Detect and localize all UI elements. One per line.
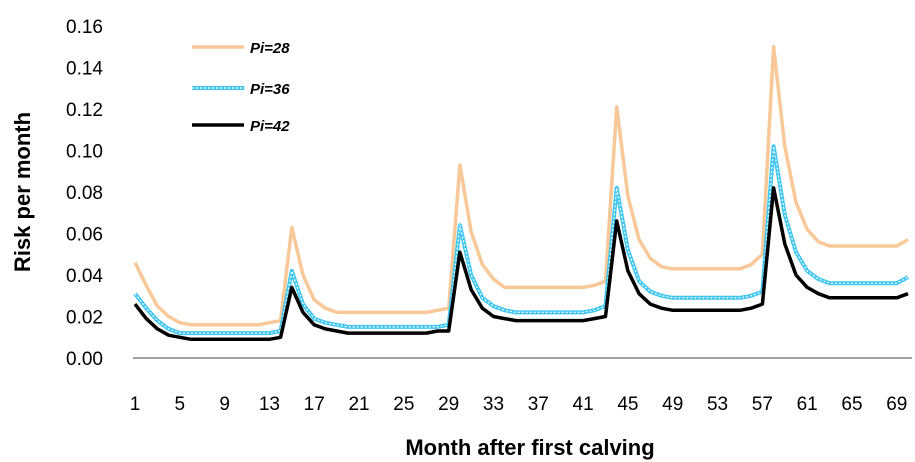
- y-tick-label: 0.12: [66, 100, 103, 121]
- x-tick-label: 13: [259, 394, 280, 415]
- x-tick-label: 5: [175, 394, 186, 415]
- y-tick-label: 0.06: [66, 225, 103, 246]
- y-axis-ticks: 0.00 0.02 0.04 0.06 0.08 0.10 0.12 0.14 0.16: [66, 17, 103, 370]
- x-tick-label: 41: [573, 394, 594, 415]
- y-tick-label: 0.10: [66, 142, 103, 163]
- x-tick-label: 33: [483, 394, 504, 415]
- series-line-pi36-dots: [134, 145, 909, 334]
- legend: Pi=28 Pi=36 Pi=42: [192, 40, 290, 135]
- x-tick-label: 37: [528, 394, 549, 415]
- y-tick-label: 0.02: [66, 308, 103, 329]
- x-tick-label: 45: [617, 394, 638, 415]
- x-tick-label: 57: [752, 394, 773, 415]
- y-tick-label: 0.14: [66, 59, 103, 80]
- x-tick-label: 61: [797, 394, 818, 415]
- x-axis-title: Month after first calving: [405, 435, 654, 460]
- x-tick-label: 65: [841, 394, 862, 415]
- legend-label: Pi=36: [250, 81, 290, 98]
- x-tick-label: 53: [707, 394, 728, 415]
- y-tick-label: 0.00: [66, 349, 103, 370]
- y-tick-label: 0.04: [66, 266, 103, 287]
- x-tick-label: 29: [438, 394, 459, 415]
- y-tick-label: 0.08: [66, 183, 103, 204]
- x-tick-label: 25: [393, 394, 414, 415]
- series-line-pi28: [133, 45, 909, 327]
- legend-label: Pi=28: [250, 40, 290, 57]
- x-tick-label: 69: [886, 394, 907, 415]
- legend-label: Pi=42: [250, 118, 290, 135]
- y-tick-label: 0.16: [66, 17, 103, 38]
- x-tick-label: 17: [304, 394, 325, 415]
- x-tick-label: 21: [348, 394, 369, 415]
- x-tick-label: 9: [219, 394, 230, 415]
- x-axis-ticks: 1 5 9 13 17 21 25 29 33 37 41 45 49 53 57 61 65 69: [130, 394, 908, 415]
- y-axis-title: Risk per month: [10, 112, 35, 272]
- series-line-pi42: [133, 186, 909, 342]
- x-tick-label: 49: [662, 394, 683, 415]
- series-layer: [133, 45, 909, 342]
- x-tick-label: 1: [130, 394, 141, 415]
